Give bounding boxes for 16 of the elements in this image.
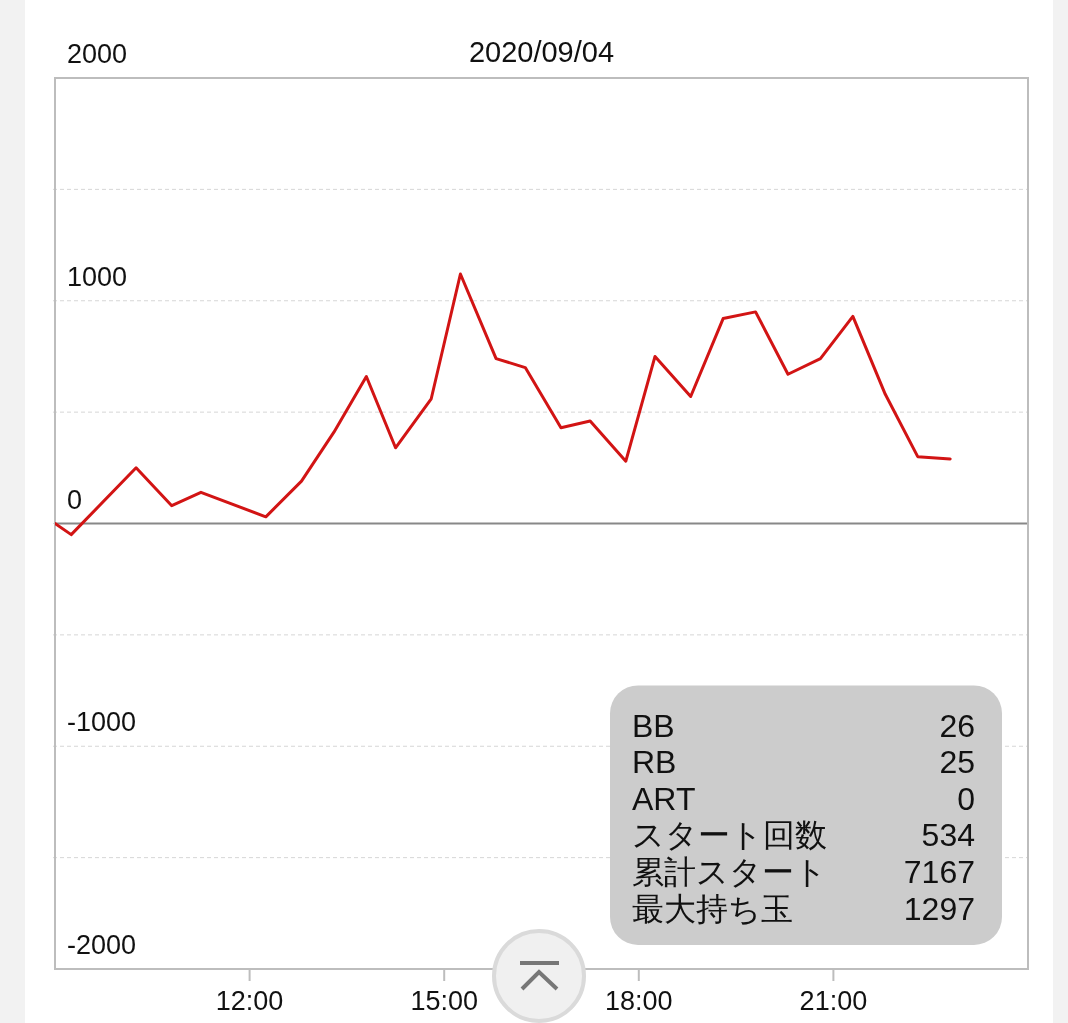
chart-title: 2020/09/04 [468,36,615,68]
y-tick-label: 2000 [67,39,128,69]
x-tick-label: 12:00 [215,986,284,1016]
text: RB 25 [632,744,975,781]
text: スタート回数 534 [632,817,975,854]
text: 最大持ち玉 1297 [632,890,975,927]
text: BB 26 [632,707,975,744]
x-tick-label: 18:00 [605,986,673,1016]
y-tick-label: 1000 [67,261,128,292]
x-tick-label: 15:00 [410,986,478,1016]
x-tick-label: 21:00 [799,986,868,1016]
text: ART 0 [632,780,975,817]
y-tick-label: -2000 [67,930,137,960]
y-tick-label: 0 [67,484,83,515]
text: 累計スタート 7167 [632,853,975,890]
y-tick-label: -1000 [67,707,137,738]
